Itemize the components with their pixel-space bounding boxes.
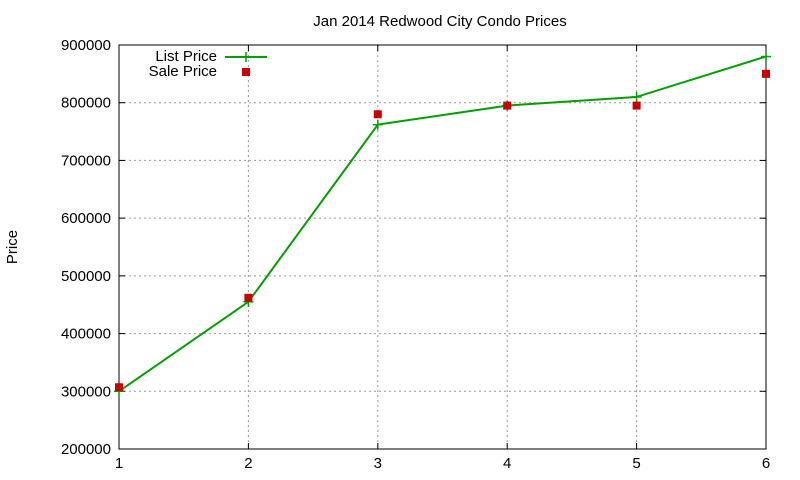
sale-price-point (632, 101, 641, 110)
chart-title: Jan 2014 Redwood City Condo Prices (313, 13, 566, 30)
legend-label-list-price: List Price (155, 48, 217, 65)
y-tick-label: 200000 (61, 441, 111, 458)
legend-label-sale-price: Sale Price (149, 63, 217, 80)
x-tick-label: 4 (503, 455, 511, 472)
y-tick-label: 400000 (61, 326, 111, 343)
series (114, 51, 771, 397)
x-tick-label: 6 (762, 455, 770, 472)
x-tick-label: 5 (632, 455, 640, 472)
list-price-point (372, 119, 383, 130)
y-tick-label: 700000 (61, 152, 111, 169)
legend: List Price Sale Price (149, 48, 267, 80)
axis-ticks (118, 44, 767, 450)
sale-price-point (503, 101, 512, 110)
y-tick-label: 900000 (61, 37, 111, 54)
x-tick-label: 2 (244, 455, 252, 472)
x-tick-label: 3 (374, 455, 382, 472)
list-price-point (761, 51, 771, 62)
legend-cross-list-price (241, 52, 251, 62)
sale-price-point (244, 293, 253, 302)
y-tick-labels: 200000 300000 400000 500000 600000 700000 8000… (61, 37, 111, 458)
y-axis-label: Price (4, 230, 21, 264)
grid (119, 45, 766, 449)
list-price-line (118, 55, 767, 393)
plot-frame (118, 44, 767, 450)
y-tick-label: 800000 (61, 95, 111, 112)
sale-price-point (115, 383, 123, 392)
list-price-point (631, 91, 642, 102)
y-tick-label: 600000 (61, 210, 111, 227)
x-tick-labels: 1 2 3 4 5 6 (115, 455, 770, 472)
y-tick-label: 500000 (61, 268, 111, 285)
sale-price-point (373, 110, 382, 119)
sale-price-point (762, 69, 770, 78)
x-tick-label: 1 (115, 455, 123, 472)
legend-marker-sale-price (242, 68, 250, 76)
y-tick-label: 300000 (61, 383, 111, 400)
